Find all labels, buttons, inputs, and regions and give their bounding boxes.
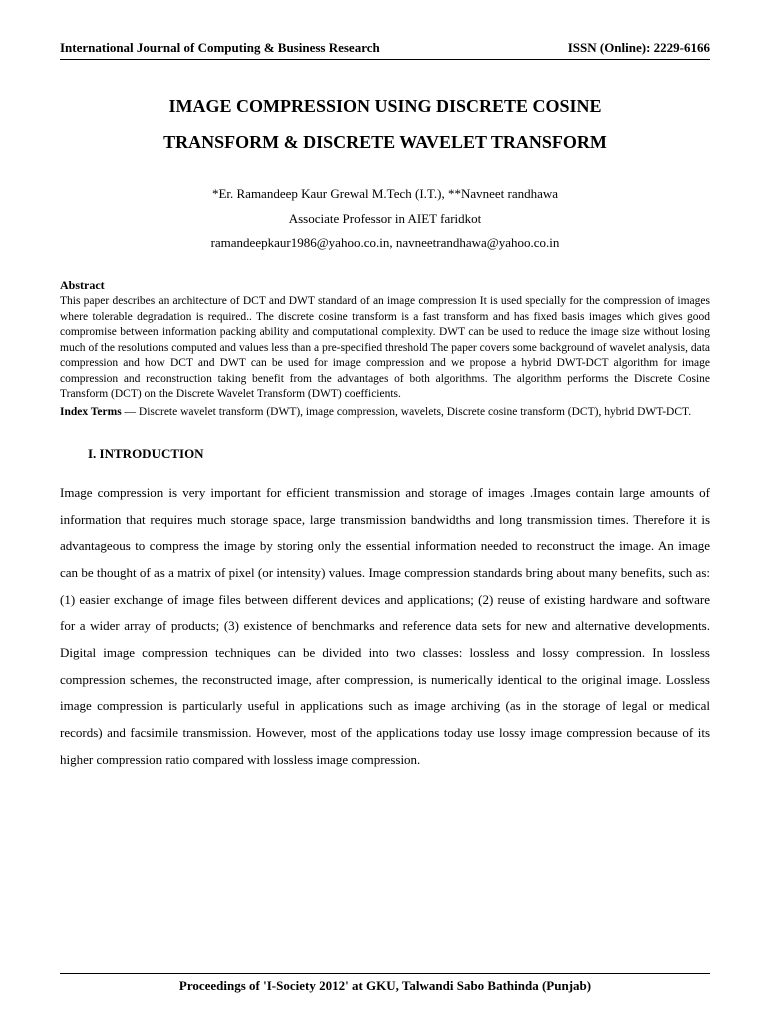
section-heading-introduction: I. INTRODUCTION — [88, 446, 710, 462]
paper-title: IMAGE COMPRESSION USING DISCRETE COSINE … — [60, 88, 710, 160]
index-terms-body: — Discrete wavelet transform (DWT), imag… — [122, 406, 691, 418]
abstract-section: Abstract This paper describes an archite… — [60, 278, 710, 420]
page-header: International Journal of Computing & Bus… — [60, 40, 710, 60]
abstract-body: This paper describes an architecture of … — [60, 294, 710, 403]
title-line-2: TRANSFORM & DISCRETE WAVELET TRANSFORM — [60, 124, 710, 160]
index-terms-label: Index Terms — [60, 406, 122, 418]
author-names: *Er. Ramandeep Kaur Grewal M.Tech (I.T.)… — [60, 182, 710, 207]
abstract-heading: Abstract — [60, 278, 710, 293]
author-block: *Er. Ramandeep Kaur Grewal M.Tech (I.T.)… — [60, 182, 710, 256]
author-emails: ramandeepkaur1986@yahoo.co.in, navneetra… — [60, 231, 710, 256]
proceedings-text: Proceedings of 'I-Society 2012' at GKU, … — [179, 978, 591, 993]
issn-number: ISSN (Online): 2229-6166 — [568, 40, 710, 56]
title-line-1: IMAGE COMPRESSION USING DISCRETE COSINE — [60, 88, 710, 124]
page-footer: Proceedings of 'I-Society 2012' at GKU, … — [60, 973, 710, 994]
journal-name: International Journal of Computing & Bus… — [60, 40, 380, 56]
index-terms: Index Terms — Discrete wavelet transform… — [60, 405, 710, 421]
author-affiliation: Associate Professor in AIET faridkot — [60, 207, 710, 232]
introduction-body: Image compression is very important for … — [60, 480, 710, 773]
paper-page: International Journal of Computing & Bus… — [0, 0, 770, 1024]
